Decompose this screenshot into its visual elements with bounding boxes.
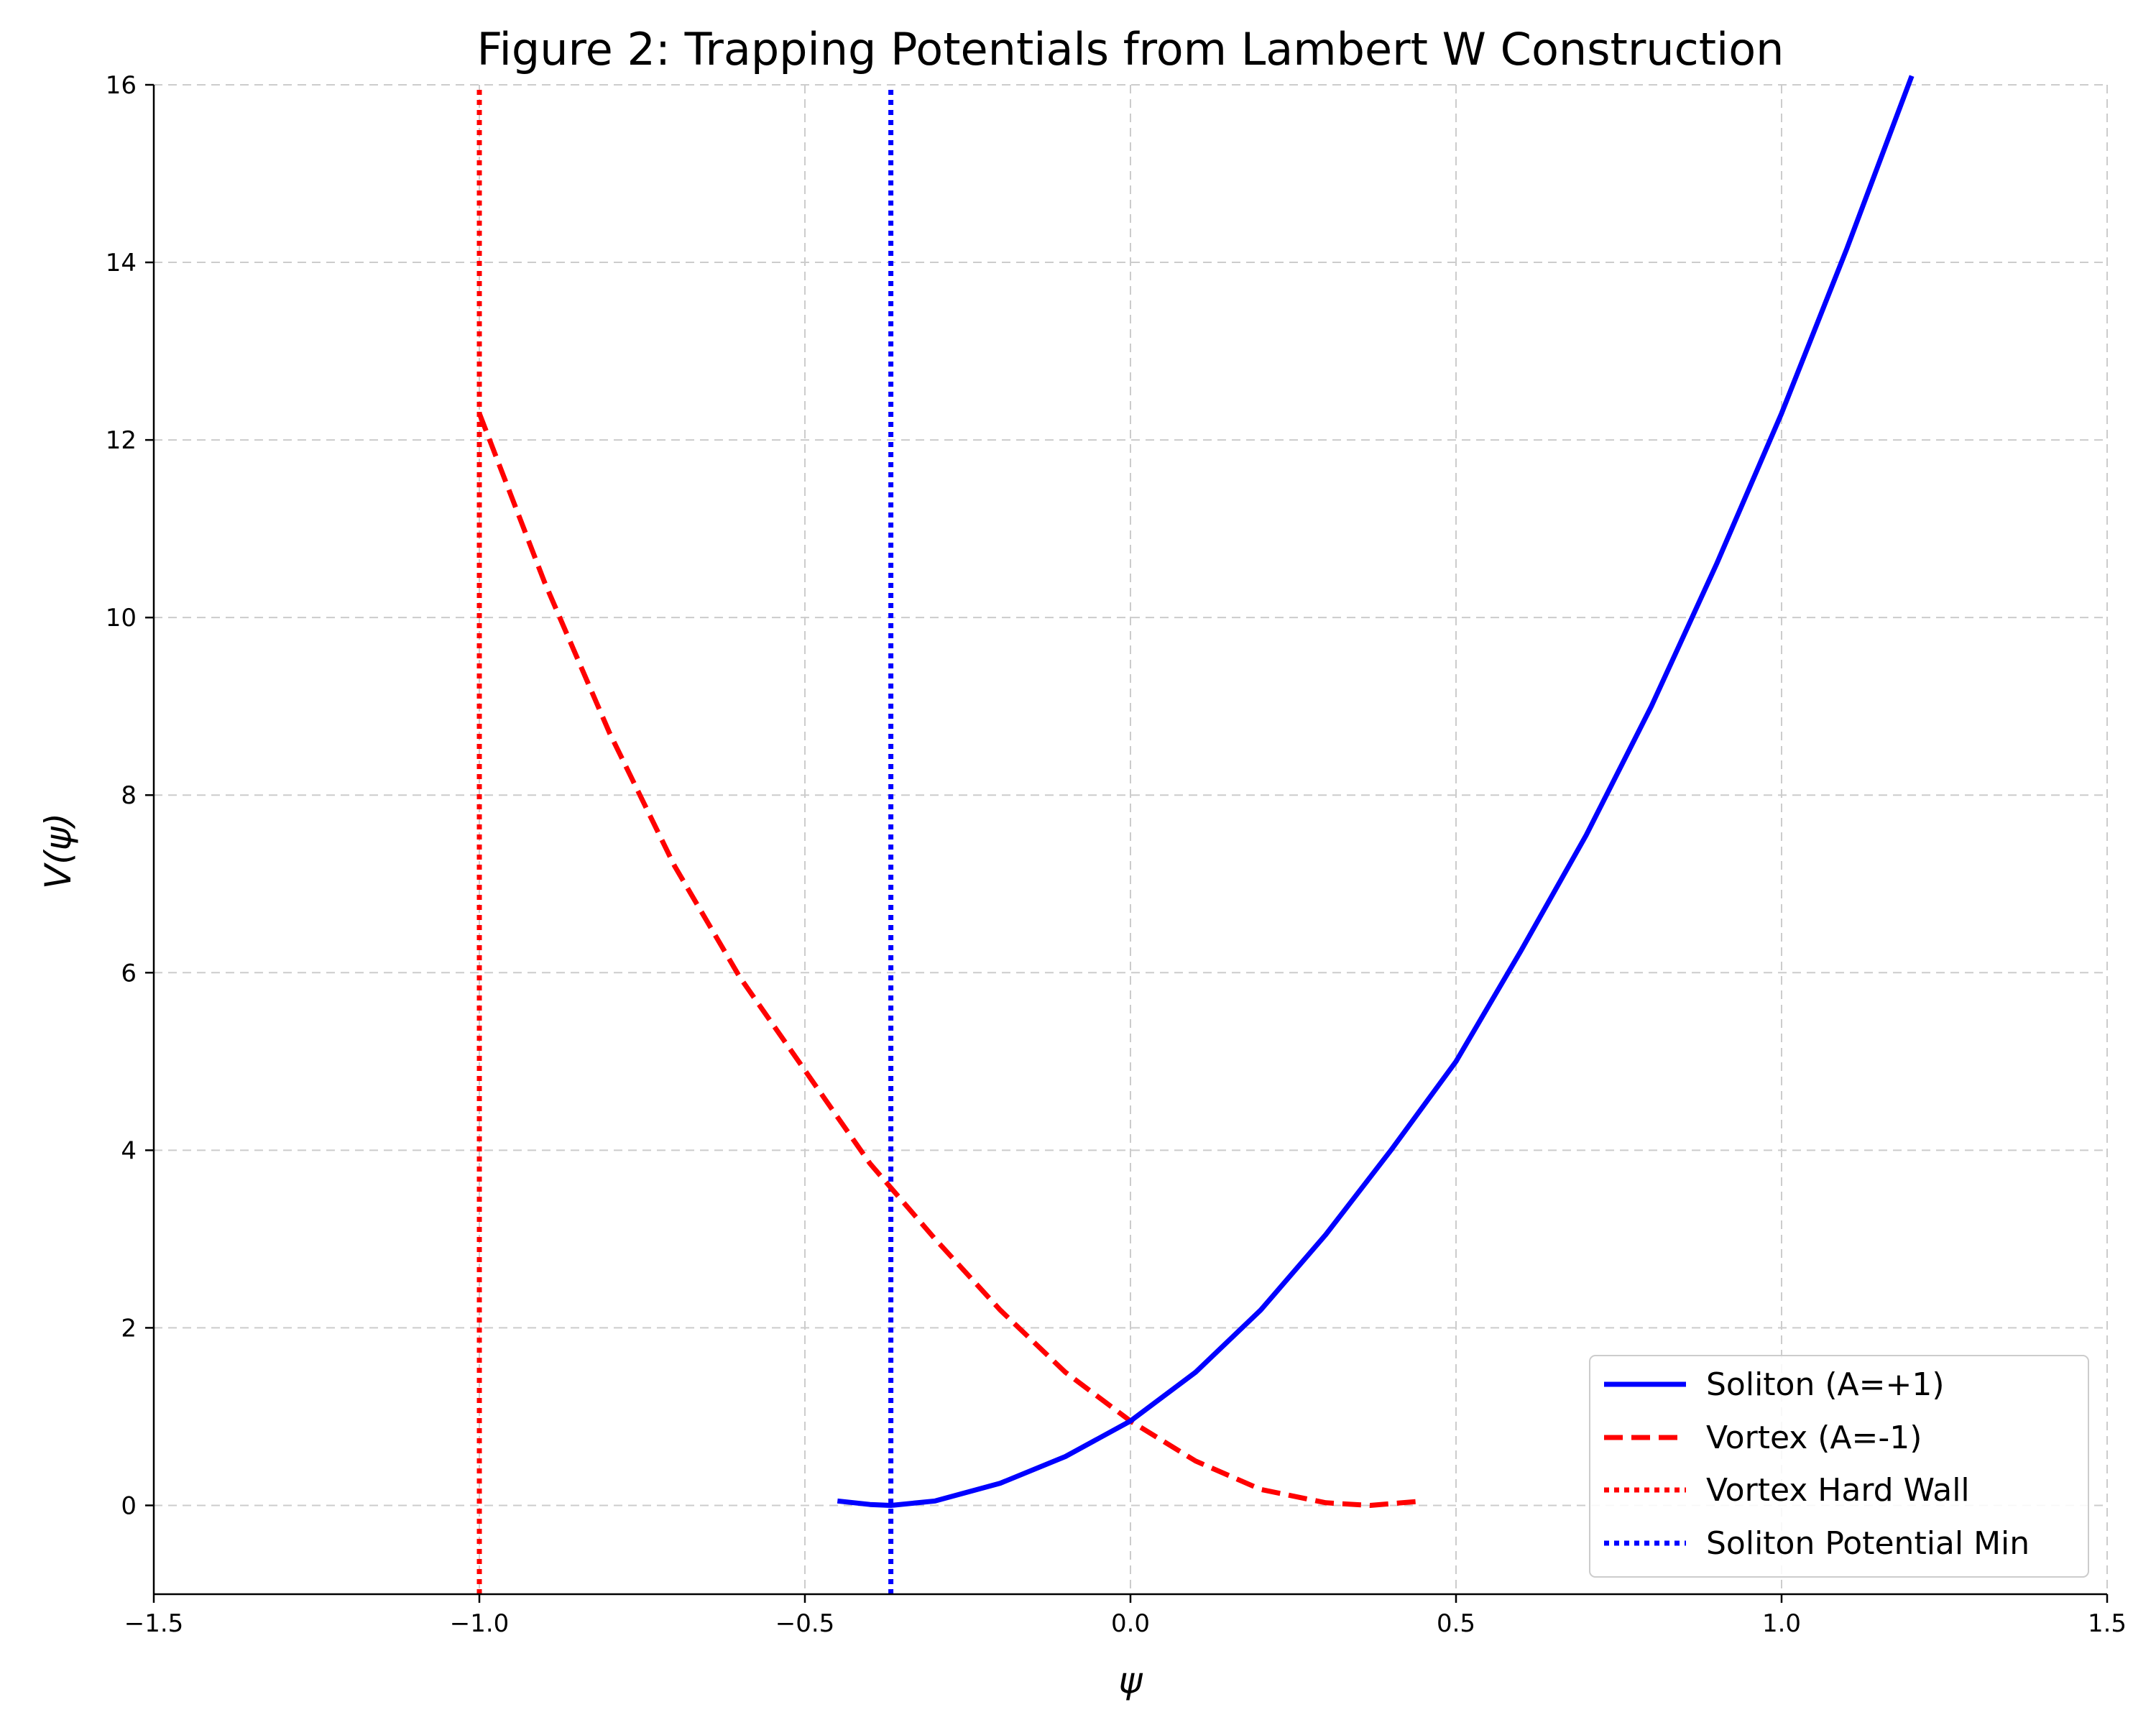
series-group xyxy=(476,75,1915,1594)
y-tick-label: 10 xyxy=(106,604,137,632)
x-tick-label: −1.0 xyxy=(450,1609,510,1638)
legend: Soliton (A=+1) Vortex (A=-1) Vortex Hard W… xyxy=(1589,1355,2089,1578)
y-tick-label: 8 xyxy=(121,781,137,810)
legend-label: Soliton Potential Min xyxy=(1706,1525,2030,1562)
x-tick-label: 0.5 xyxy=(1437,1609,1475,1638)
legend-label: Vortex (A=-1) xyxy=(1706,1420,1922,1456)
y-tick-label: 16 xyxy=(106,71,137,100)
x-tick-label: 1.0 xyxy=(1762,1609,1801,1638)
chart-title: Figure 2: Trapping Potentials from Lambe… xyxy=(477,23,1784,75)
legend-label: Vortex Hard Wall xyxy=(1706,1472,1970,1509)
y-tick-label: 4 xyxy=(121,1136,137,1165)
y-tick-label: 2 xyxy=(121,1314,137,1343)
x-tick-label: −1.5 xyxy=(124,1609,184,1638)
series-line-0 xyxy=(837,75,1915,1508)
y-tick-label: 0 xyxy=(121,1491,137,1520)
legend-box xyxy=(1589,1355,2089,1578)
legend-label: Soliton (A=+1) xyxy=(1706,1366,1945,1403)
x-tick-label: 0.0 xyxy=(1111,1609,1150,1638)
y-tick-label: 6 xyxy=(121,959,137,988)
x-tick-label: 1.5 xyxy=(2088,1609,2127,1638)
series-line-1 xyxy=(476,412,1424,1508)
x-axis-label: ψ xyxy=(1119,1660,1143,1701)
y-axis-label: V(ψ) xyxy=(37,813,79,889)
ticks: −1.5 −1.0 −0.5 0.0 0.5 1.0 1.5 0 2 4 6 8 10 12 14 16 xyxy=(106,71,2127,1638)
y-tick-label: 12 xyxy=(106,426,137,455)
x-tick-label: −0.5 xyxy=(775,1609,835,1638)
y-tick-label: 14 xyxy=(106,249,137,277)
